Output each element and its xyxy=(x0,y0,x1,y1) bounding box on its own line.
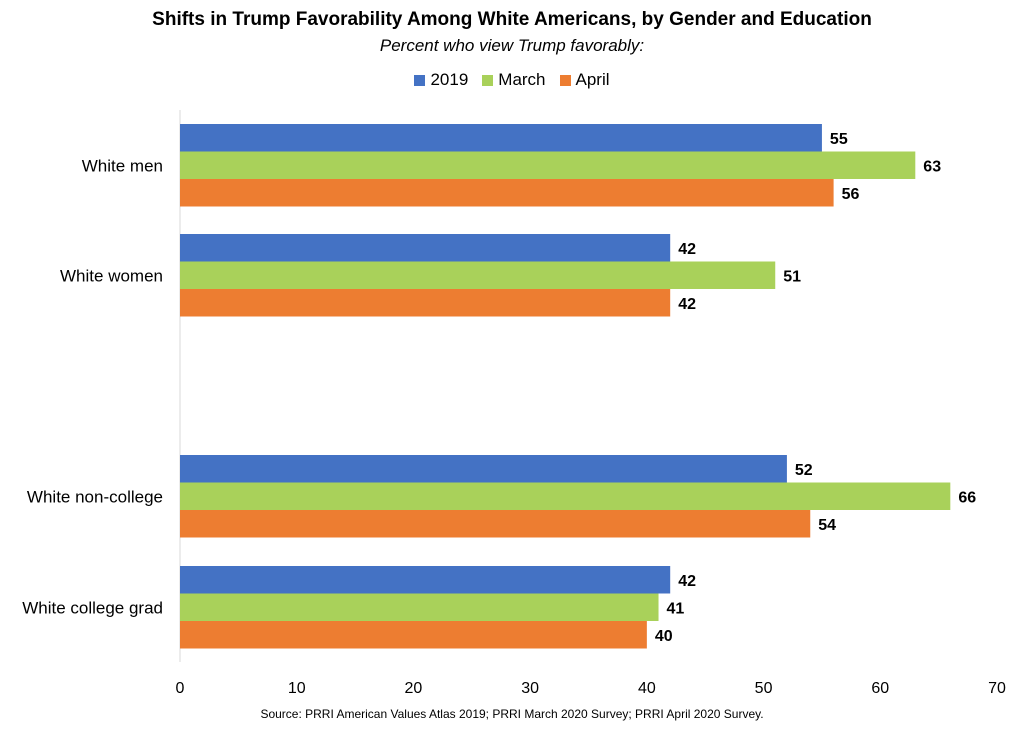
bar-white-college-grad-2019 xyxy=(180,566,671,594)
bar-white-women-april xyxy=(180,289,671,317)
x-tick-label-20: 20 xyxy=(405,680,423,697)
x-tick-label-60: 60 xyxy=(871,680,889,697)
value-label-white-college-grad-2019: 42 xyxy=(678,573,696,590)
category-label-white-women: White women xyxy=(60,266,163,285)
x-tick-label-10: 10 xyxy=(288,680,306,697)
legend-item-april: April xyxy=(559,70,610,90)
bar-white-college-grad-april xyxy=(180,621,647,649)
value-label-white-women-march: 51 xyxy=(783,268,801,285)
category-label-white-men: White men xyxy=(82,156,163,175)
bar-white-men-april xyxy=(180,179,834,207)
value-label-white-women-april: 42 xyxy=(678,296,696,313)
value-label-white-women-2019: 42 xyxy=(678,241,696,258)
legend-item-march: March xyxy=(482,70,546,90)
value-label-white-men-april: 56 xyxy=(842,186,860,203)
x-tick-label-0: 0 xyxy=(176,680,185,697)
chart-title: Shifts in Trump Favorability Among White… xyxy=(152,9,872,30)
legend: 2019 March April xyxy=(0,70,1024,90)
legend-swatch-march xyxy=(482,74,494,86)
legend-item-2019: 2019 xyxy=(414,70,468,90)
source-note: Source: PRRI American Values Atlas 2019;… xyxy=(260,707,764,721)
chart-subtitle: Percent who view Trump favorably: xyxy=(379,36,645,55)
bar-white-non-college-2019 xyxy=(180,455,787,483)
value-label-white-men-2019: 55 xyxy=(830,131,848,148)
category-label-white-non-college: White non-college xyxy=(27,487,163,506)
value-label-white-non-college-2019: 52 xyxy=(795,462,813,479)
bar-white-men-2019 xyxy=(180,124,822,152)
bar-white-women-march xyxy=(180,261,776,289)
legend-swatch-2019 xyxy=(414,74,426,86)
x-tick-label-50: 50 xyxy=(755,680,773,697)
x-tick-label-70: 70 xyxy=(988,680,1006,697)
legend-label-march: March xyxy=(498,70,546,89)
value-label-white-college-grad-april: 40 xyxy=(655,628,673,645)
value-label-white-college-grad-march: 41 xyxy=(667,600,685,617)
bar-white-non-college-march xyxy=(180,482,951,510)
value-label-white-men-march: 63 xyxy=(923,158,941,175)
value-label-white-non-college-april: 54 xyxy=(818,517,836,534)
category-label-white-college-grad: White college grad xyxy=(22,598,163,617)
legend-label-april: April xyxy=(575,70,610,89)
x-tick-label-30: 30 xyxy=(521,680,539,697)
x-tick-label-40: 40 xyxy=(638,680,656,697)
legend-label-2019: 2019 xyxy=(430,70,469,89)
value-label-white-non-college-march: 66 xyxy=(958,489,976,506)
bar-white-women-2019 xyxy=(180,234,671,262)
bar-white-college-grad-march xyxy=(180,593,659,621)
legend-swatch-april xyxy=(559,74,571,86)
bar-white-non-college-april xyxy=(180,510,811,538)
bar-white-men-march xyxy=(180,151,916,179)
